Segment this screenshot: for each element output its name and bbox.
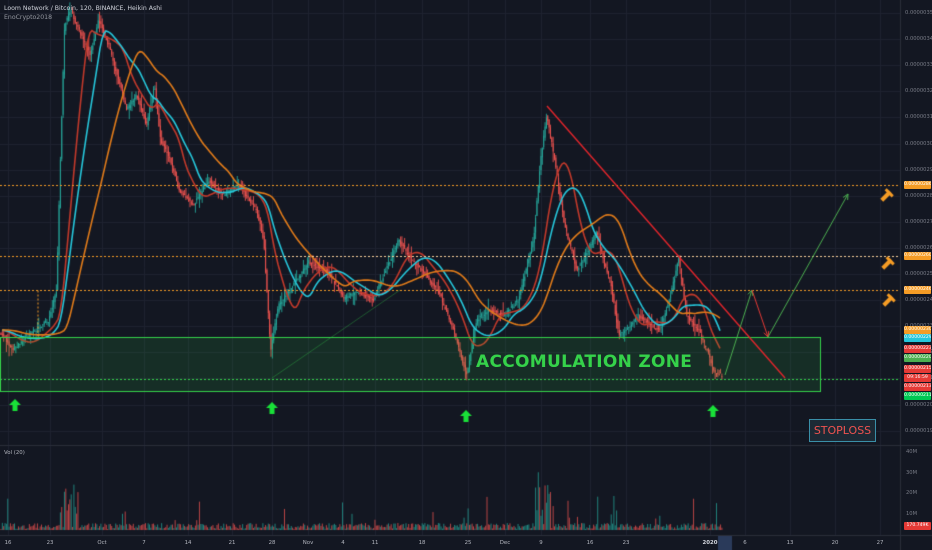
price-tag: 0.00000229: [904, 334, 931, 342]
volume-axis-label: 40M: [906, 449, 918, 455]
time-axis-label: 23: [622, 540, 630, 546]
time-axis-label: 13: [786, 540, 794, 546]
time-axis-label: 21: [228, 540, 236, 546]
price-tag: 0.00000246: [904, 286, 931, 294]
price-tag: 0.00000223: [904, 345, 931, 353]
time-axis-label: 20: [831, 540, 839, 546]
author-name: EnoCrypto2018: [4, 14, 53, 21]
price-tag: 0.00000230: [904, 326, 931, 334]
time-axis-label: 25: [464, 540, 472, 546]
price-tag: 0.00000220: [904, 354, 931, 362]
price-tag: 0.00000215: [904, 365, 931, 373]
time-axis-label: 11: [371, 540, 379, 546]
volume-axis-label: 30M: [906, 469, 918, 476]
price-axis-label: 0.00000260: [905, 244, 932, 251]
time-axis-label: Oct: [97, 540, 107, 546]
volume-axis-label: 20M: [906, 490, 918, 496]
time-axis-label: 2020: [702, 540, 718, 546]
price-tag: 0.00000286: [904, 181, 931, 189]
time-axis-label: 14: [184, 540, 192, 546]
time-axis-label: 6: [743, 540, 747, 546]
time-axis-label: 4: [341, 540, 345, 546]
volume-indicator-label[interactable]: Vol (20): [4, 450, 25, 456]
time-axis-label: Nov: [302, 540, 314, 546]
price-tag: 0.00000213: [904, 383, 931, 391]
time-axis-label: 16: [586, 540, 594, 546]
time-axis-label: 9: [539, 540, 543, 546]
time-axis-label: 18: [418, 540, 426, 546]
stoploss-callout: STOPLOSS: [809, 419, 876, 442]
volume-axis-label: 10M: [906, 510, 918, 517]
time-axis-label: Dec: [499, 540, 511, 546]
time-axis-label: 7: [142, 540, 146, 546]
symbol-title[interactable]: Loom Network / Bitcoin, 120, BINANCE, He…: [4, 5, 162, 12]
time-axis-label: 28: [268, 540, 276, 546]
volume-value-tag: 170.749K: [904, 522, 931, 530]
time-axis-label: 27: [876, 540, 884, 546]
price-tag: 09:16:59: [904, 374, 931, 382]
price-tag: 0.00000260: [904, 252, 931, 260]
price-tag: 0.00000211: [904, 392, 931, 400]
time-axis-label: 16: [4, 540, 12, 546]
time-axis-label: 23: [46, 540, 54, 546]
accumulation-zone-label: ACCOMULATION ZONE: [476, 352, 693, 372]
